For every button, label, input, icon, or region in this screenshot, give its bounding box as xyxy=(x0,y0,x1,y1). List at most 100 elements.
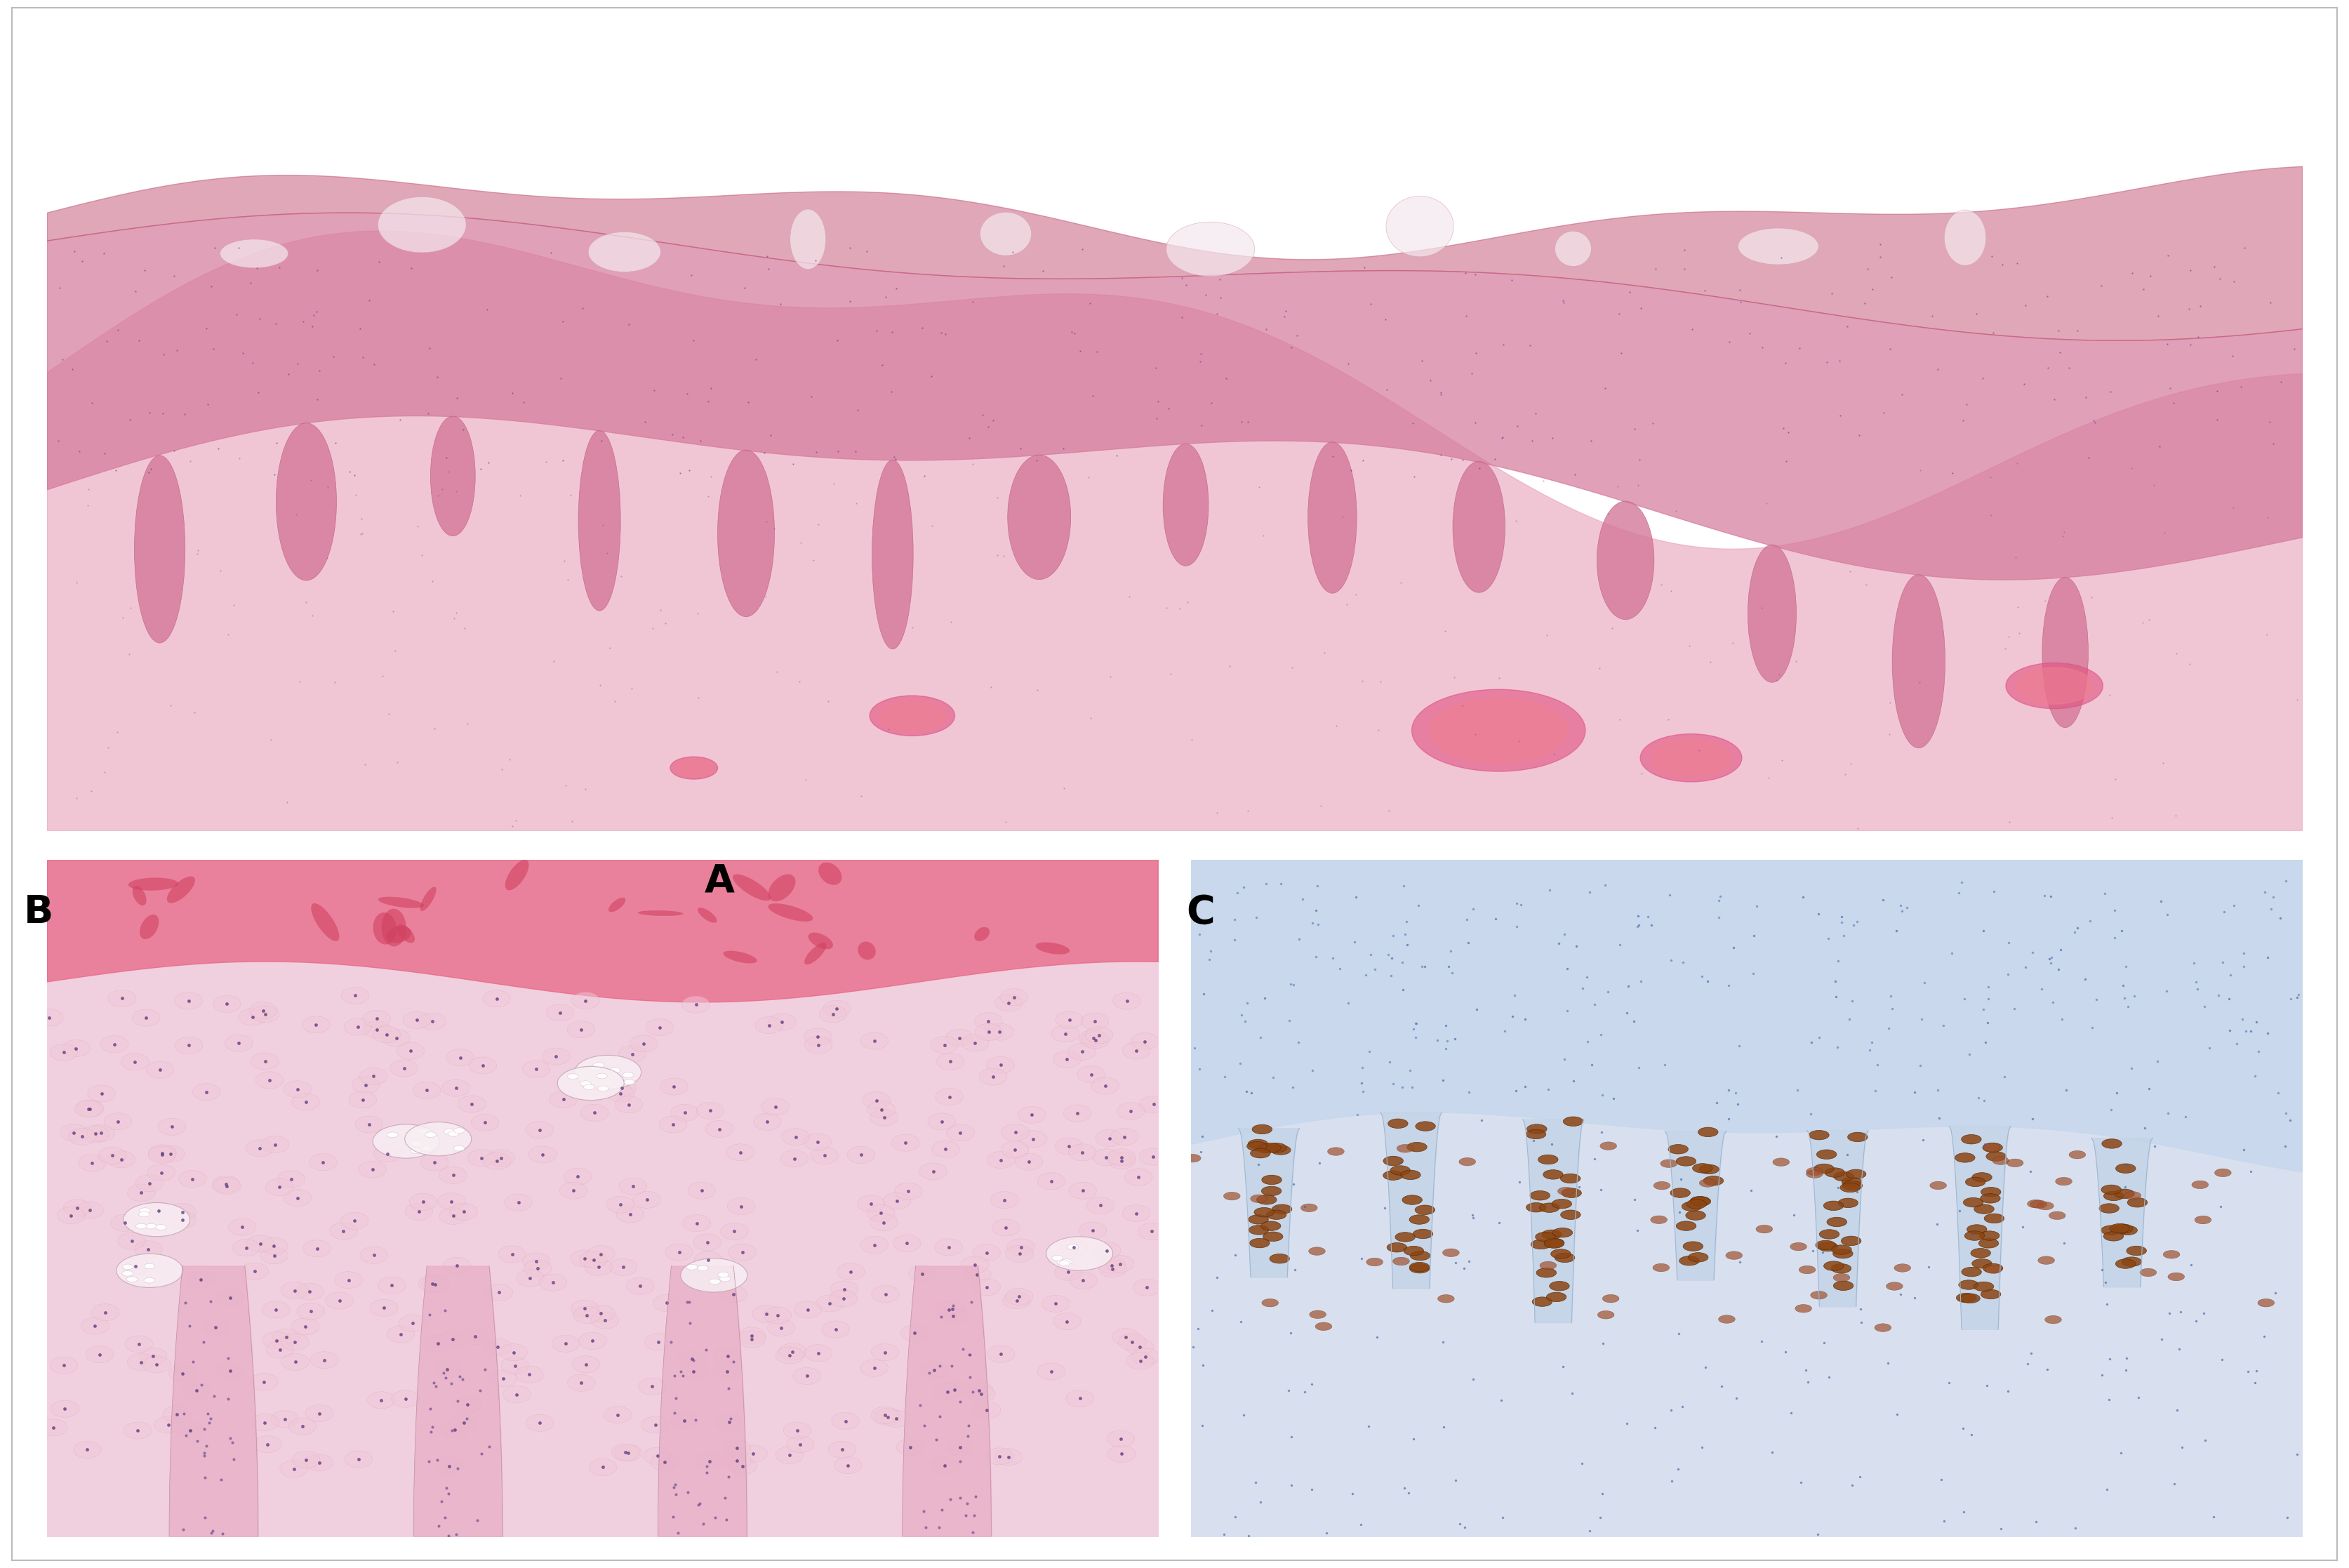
Ellipse shape xyxy=(1125,1353,1153,1369)
Ellipse shape xyxy=(1261,1187,1283,1196)
Ellipse shape xyxy=(460,1328,489,1345)
Ellipse shape xyxy=(397,925,416,942)
Ellipse shape xyxy=(1393,1258,1409,1265)
Ellipse shape xyxy=(862,1091,890,1109)
Ellipse shape xyxy=(108,1151,134,1168)
Ellipse shape xyxy=(871,1286,900,1303)
Ellipse shape xyxy=(500,1358,529,1374)
Ellipse shape xyxy=(1367,1258,1384,1265)
Ellipse shape xyxy=(139,914,160,939)
Ellipse shape xyxy=(1165,223,1254,276)
Ellipse shape xyxy=(124,1422,150,1439)
Ellipse shape xyxy=(1315,1322,1332,1331)
Ellipse shape xyxy=(672,1104,698,1121)
Ellipse shape xyxy=(752,1306,780,1322)
Ellipse shape xyxy=(987,1151,1015,1168)
Ellipse shape xyxy=(778,1344,806,1359)
Ellipse shape xyxy=(815,1295,843,1312)
Ellipse shape xyxy=(681,1258,747,1292)
Ellipse shape xyxy=(1247,1140,1268,1149)
Ellipse shape xyxy=(1828,1217,1846,1226)
Ellipse shape xyxy=(87,1124,115,1142)
Ellipse shape xyxy=(947,1029,972,1046)
Ellipse shape xyxy=(343,1018,371,1035)
Ellipse shape xyxy=(348,1091,376,1109)
Ellipse shape xyxy=(860,1237,888,1253)
Ellipse shape xyxy=(73,1441,101,1458)
Ellipse shape xyxy=(61,1040,89,1057)
Ellipse shape xyxy=(651,1454,679,1471)
Ellipse shape xyxy=(1811,1290,1828,1300)
Ellipse shape xyxy=(179,1170,207,1187)
Ellipse shape xyxy=(409,1193,437,1210)
Ellipse shape xyxy=(143,1356,171,1374)
Ellipse shape xyxy=(1668,1145,1689,1154)
Ellipse shape xyxy=(1832,1281,1853,1290)
Ellipse shape xyxy=(2055,1178,2072,1185)
Ellipse shape xyxy=(1059,1261,1071,1265)
Ellipse shape xyxy=(1550,1250,1571,1259)
Ellipse shape xyxy=(1109,1149,1135,1165)
Ellipse shape xyxy=(627,1278,653,1295)
Ellipse shape xyxy=(615,1206,644,1223)
Ellipse shape xyxy=(272,1328,301,1345)
Ellipse shape xyxy=(547,1004,573,1021)
Ellipse shape xyxy=(1414,1206,1435,1215)
Ellipse shape xyxy=(305,1454,334,1471)
Ellipse shape xyxy=(723,1452,752,1469)
Ellipse shape xyxy=(608,1259,637,1276)
Ellipse shape xyxy=(728,1243,756,1261)
Ellipse shape xyxy=(935,1239,963,1256)
Ellipse shape xyxy=(1055,1011,1083,1029)
Ellipse shape xyxy=(2163,1250,2180,1259)
Ellipse shape xyxy=(857,1195,886,1212)
Ellipse shape xyxy=(371,1300,397,1317)
Ellipse shape xyxy=(1654,1264,1670,1272)
Ellipse shape xyxy=(1987,1151,2006,1162)
Ellipse shape xyxy=(261,1247,289,1264)
Ellipse shape xyxy=(280,1460,308,1477)
Ellipse shape xyxy=(254,1436,282,1452)
Ellipse shape xyxy=(1818,1242,1837,1251)
Ellipse shape xyxy=(1109,1152,1135,1170)
Ellipse shape xyxy=(453,1396,482,1413)
Ellipse shape xyxy=(2194,1215,2210,1225)
Ellipse shape xyxy=(2041,577,2088,728)
Ellipse shape xyxy=(592,1312,618,1328)
Ellipse shape xyxy=(1983,1143,2004,1152)
Ellipse shape xyxy=(378,1276,406,1294)
Ellipse shape xyxy=(1698,1127,1717,1137)
Ellipse shape xyxy=(122,1203,190,1237)
Ellipse shape xyxy=(867,1101,895,1118)
Ellipse shape xyxy=(1541,1229,1562,1239)
Ellipse shape xyxy=(214,1178,242,1195)
Ellipse shape xyxy=(467,1149,496,1167)
Ellipse shape xyxy=(500,1344,526,1361)
Ellipse shape xyxy=(580,1251,608,1269)
Ellipse shape xyxy=(1553,1200,1571,1209)
Ellipse shape xyxy=(1405,1247,1423,1256)
Ellipse shape xyxy=(1532,1297,1553,1306)
Ellipse shape xyxy=(425,1132,437,1137)
Ellipse shape xyxy=(420,1154,449,1171)
Ellipse shape xyxy=(1109,1446,1135,1463)
Ellipse shape xyxy=(2039,1256,2055,1264)
Ellipse shape xyxy=(733,875,770,900)
Ellipse shape xyxy=(695,1102,723,1120)
Ellipse shape xyxy=(397,1043,425,1060)
Ellipse shape xyxy=(167,877,195,903)
Ellipse shape xyxy=(1945,210,1985,265)
Ellipse shape xyxy=(263,1301,289,1319)
Ellipse shape xyxy=(157,1145,186,1162)
Ellipse shape xyxy=(991,1192,1019,1209)
Ellipse shape xyxy=(1106,1430,1135,1447)
Ellipse shape xyxy=(942,1381,968,1399)
Ellipse shape xyxy=(251,1052,280,1069)
Ellipse shape xyxy=(2116,1226,2138,1236)
Ellipse shape xyxy=(909,1265,937,1283)
Ellipse shape xyxy=(305,1405,334,1422)
Ellipse shape xyxy=(373,1124,439,1159)
Ellipse shape xyxy=(2100,1204,2119,1214)
Ellipse shape xyxy=(521,1060,550,1077)
Ellipse shape xyxy=(2102,1138,2121,1148)
